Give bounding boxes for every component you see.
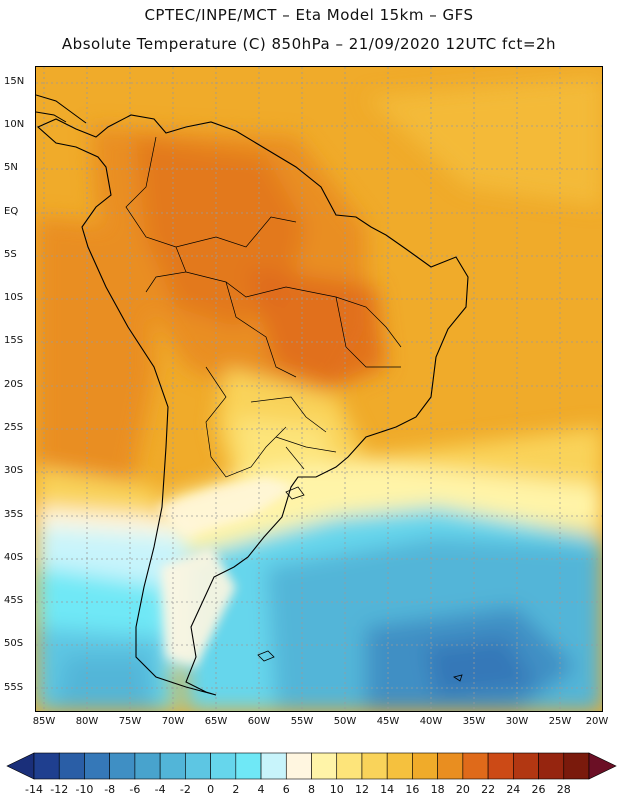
- lon-label-85w: 85W: [32, 716, 56, 727]
- map-title-line2: Absolute Temperature (C) 850hPa – 21/09/…: [61, 35, 557, 53]
- colorbar-label: -2: [179, 783, 191, 796]
- colorbar-cell: [33, 752, 60, 780]
- lat-label-45s: 45S: [4, 595, 24, 606]
- lat-label-eq: EQ: [4, 206, 19, 217]
- lon-label-60w: 60W: [247, 716, 271, 727]
- temperature-map: [35, 66, 603, 712]
- lon-label-20w: 20W: [585, 716, 609, 727]
- colorbar-label: -10: [75, 783, 94, 796]
- map-field: [36, 67, 602, 711]
- colorbar-label: 6: [282, 783, 290, 796]
- colorbar-label: 8: [308, 783, 315, 796]
- colorbar-cell: [134, 752, 161, 780]
- colorbar-label: 4: [257, 783, 265, 796]
- colorbar-cell: [361, 752, 388, 780]
- colorbar-cell: [210, 752, 237, 780]
- colorbar-label: 20: [455, 783, 470, 796]
- colorbar-over-triangle: [588, 752, 617, 780]
- patagonia-field: [156, 477, 296, 667]
- lon-label-80w: 80W: [75, 716, 99, 727]
- colorbar-label: 10: [329, 783, 344, 796]
- colorbar-label: 26: [531, 783, 546, 796]
- lat-label-30s: 30S: [4, 465, 24, 476]
- colorbar-cell: [336, 752, 363, 780]
- colorbar-cell: [84, 752, 110, 780]
- lon-label-65w: 65W: [204, 716, 228, 727]
- colorbar-cell: [538, 752, 565, 780]
- lat-label-5s: 5S: [4, 249, 17, 260]
- lon-label-50w: 50W: [333, 716, 357, 727]
- colorbar-under-triangle: [6, 752, 35, 780]
- colorbar-label: -4: [154, 783, 166, 796]
- colorbar-cell: [462, 752, 489, 780]
- national-borders: [125, 136, 402, 478]
- lat-label-15n: 15N: [4, 76, 25, 87]
- lon-label-45w: 45W: [376, 716, 400, 727]
- colorbar-label: 22: [481, 783, 496, 796]
- colorbar-cell: [487, 752, 514, 780]
- lat-label-15s: 15S: [4, 335, 24, 346]
- lon-label-70w: 70W: [161, 716, 185, 727]
- central-america-coastline: [36, 94, 87, 124]
- lat-label-40s: 40S: [4, 552, 24, 563]
- graticule: [36, 67, 602, 711]
- lat-label-50s: 50S: [4, 638, 24, 649]
- colorbar-cell: [235, 752, 262, 780]
- colorbar-cell: [58, 752, 85, 780]
- colorbar-label: 16: [405, 783, 420, 796]
- colorbar-cell: [109, 752, 136, 780]
- colorbar-cell: [386, 752, 413, 780]
- lat-label-10n: 10N: [4, 119, 25, 130]
- temperature-field: [36, 77, 602, 711]
- lon-label-30w: 30W: [505, 716, 529, 727]
- colorbar-cell: [513, 752, 539, 780]
- colorbar-cell: [260, 752, 287, 780]
- lon-label-40w: 40W: [419, 716, 443, 727]
- lon-label-25w: 25W: [548, 716, 572, 727]
- lon-label-55w: 55W: [290, 716, 314, 727]
- colorbar-label: -14: [25, 783, 43, 796]
- lat-label-20s: 20S: [4, 379, 24, 390]
- lat-label-10s: 10S: [4, 292, 24, 303]
- colorbar-label: 2: [232, 783, 240, 796]
- colorbar-cell: [563, 752, 590, 780]
- lon-label-35w: 35W: [462, 716, 486, 727]
- south-america-coastline: [36, 114, 469, 696]
- colorbar-cell: [159, 752, 186, 780]
- colorbar-label: 18: [430, 783, 445, 796]
- colorbar-cell: [437, 752, 464, 780]
- colorbar-label: 24: [506, 783, 521, 796]
- colorbar-label: 28: [556, 783, 571, 796]
- colorbar-label: 12: [354, 783, 369, 796]
- islands: [257, 486, 463, 682]
- colorbar: [6, 752, 617, 780]
- colorbar-label: -6: [129, 783, 141, 796]
- lat-label-35s: 35S: [4, 509, 24, 520]
- map-title-line1: CPTEC/INPE/MCT – Eta Model 15km – GFS: [144, 6, 474, 24]
- lat-label-55s: 55S: [4, 682, 24, 693]
- lon-label-75w: 75W: [118, 716, 142, 727]
- colorbar-label: 14: [380, 783, 395, 796]
- colorbar-cell: [185, 752, 211, 780]
- colorbar-cell: [285, 752, 312, 780]
- colorbar-label: 0: [207, 783, 215, 796]
- colorbar-label: -8: [104, 783, 116, 796]
- colorbar-cell: [412, 752, 438, 780]
- lat-label-25s: 25S: [4, 422, 24, 433]
- colorbar-label: -12: [50, 783, 69, 796]
- colorbar-cell: [311, 752, 338, 780]
- colorbar-cells: [33, 752, 590, 780]
- lat-label-5n: 5N: [4, 162, 18, 173]
